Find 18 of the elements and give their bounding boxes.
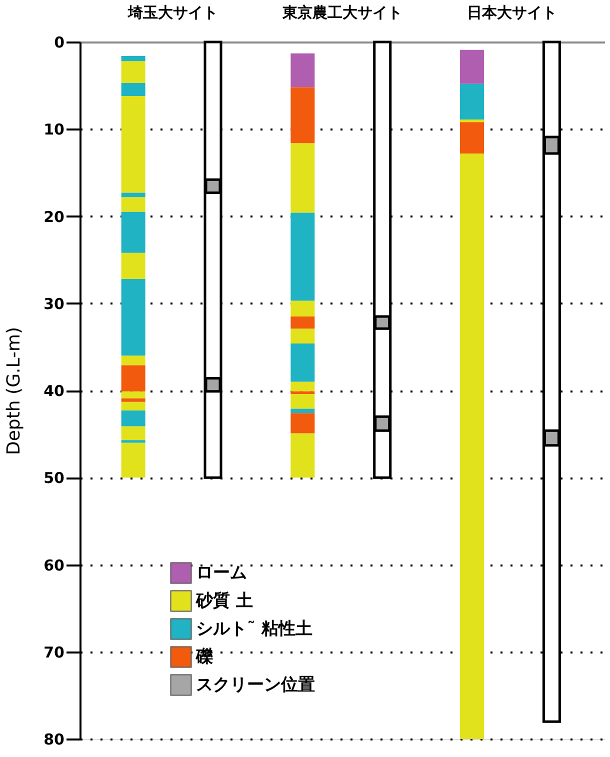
x-tick-label: 東京農工大サイト [282, 4, 402, 22]
legend-label: 礫 [195, 647, 214, 667]
y-tick-label: 40 [44, 382, 64, 400]
y-tick-label: 80 [44, 730, 64, 748]
x-tick-label: 日本大サイト [466, 4, 557, 22]
legend-label: 砂質 土 [195, 591, 253, 611]
legend-label: ローム [196, 563, 247, 583]
y-tick-label: 70 [44, 643, 64, 662]
y-tick-label: 0 [54, 34, 64, 52]
y-axis-title: Depth (G.L-m) [4, 326, 25, 456]
x-tick-label: 埼玉大サイト [127, 4, 218, 22]
legend-label: スクリーン位置 [196, 675, 315, 695]
legend-label: シルト˜ 粘性土 [196, 619, 312, 639]
y-tick-label: 10 [44, 120, 64, 139]
y-tick-label: 50 [44, 469, 64, 488]
y-tick-label: 30 [44, 294, 64, 313]
y-tick-label: 60 [44, 556, 64, 574]
y-tick-label: 20 [44, 208, 64, 226]
